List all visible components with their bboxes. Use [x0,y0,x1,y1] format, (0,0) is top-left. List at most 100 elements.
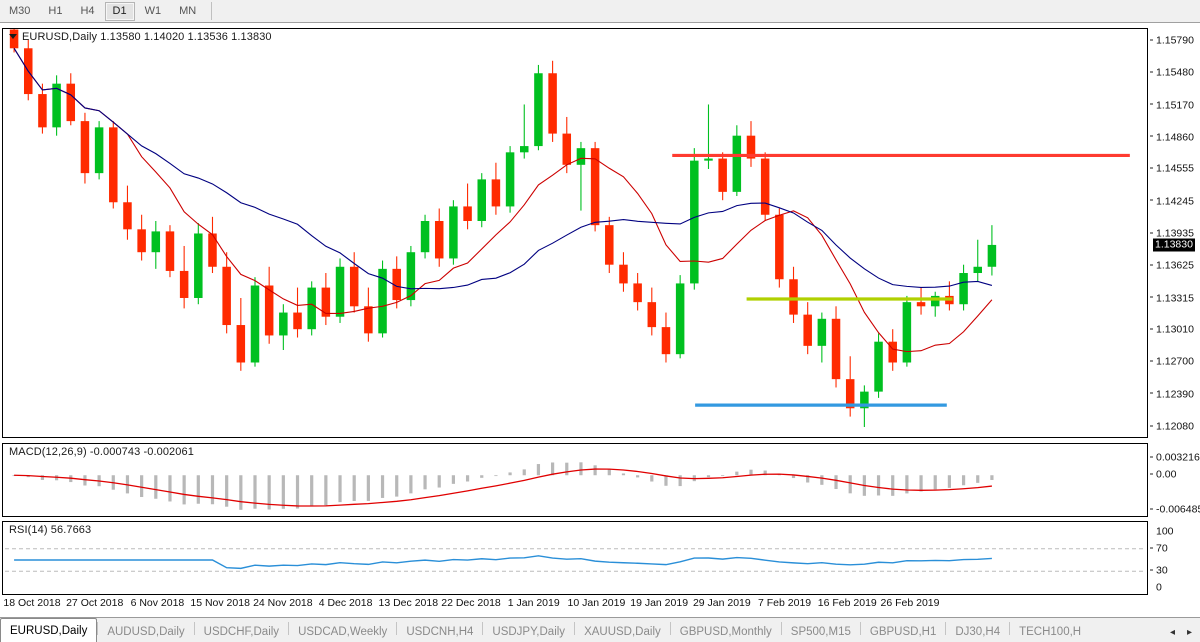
chart-tab-xauusd-daily[interactable]: XAUUSD,Daily [584,625,661,638]
tab-scroll-controls: ◂ ▸ [1164,628,1200,642]
chart-tab-usdcad-weekly[interactable]: USDCAD,Weekly [298,625,388,638]
macd-scale-tick-label: 0.00 [1156,468,1177,481]
macd-scale-tick: 0.003216 [1150,451,1200,464]
collapse-caret-icon[interactable] [9,33,17,39]
price-scale[interactable]: 1.15790 1.15480 1.15170 1.14860 1.14555 1.142… [1150,28,1200,438]
date-axis-label: 19 Jan 2019 [630,597,689,609]
price-scale-tick-label: 1.13935 [1156,227,1194,240]
date-axis[interactable]: 18 Oct 2018 27 Oct 2018 6 Nov 2018 15 Nov 2… [0,597,1200,616]
price-scale-tick: 1.15480 [1150,66,1194,79]
chart-tab-usdchf-daily[interactable]: USDCHF,Daily [203,625,280,638]
price-scale-tick-label: 1.13625 [1156,259,1194,272]
date-axis-label: 10 Jan 2019 [567,597,626,609]
macd-scale[interactable]: 0.003216 0.00 -0.006485 [1150,443,1200,517]
tab-separator [945,621,947,635]
tab-separator [1009,621,1011,635]
price-scale-tick-label: 1.12700 [1156,355,1194,368]
chart-tab-tech100-h[interactable]: TECH100,H [1019,625,1082,638]
chart-tab-usdjpy-daily[interactable]: USDJPY,Daily [492,625,566,638]
rsi-scale-tick: 100 [1150,525,1174,538]
timeframe-button-h1[interactable]: H1 [48,5,63,17]
chart-tab-bar: EURUSD,Daily AUDUSD,Daily USDCHF,Daily USDC… [0,617,1200,642]
macd-indicator-pane[interactable]: MACD(12,26,9) -0.000743 -0.002061 [2,443,1148,517]
tab-separator [574,621,576,635]
rsi-scale-tick-label: 70 [1156,542,1168,555]
price-scale-tick: 1.13315 [1150,293,1194,304]
price-pane-label-text: EURUSD,Daily 1.13580 1.14020 1.13536 1.1… [22,31,272,43]
price-scale-tick: 1.15790 [1150,34,1194,47]
tab-separator [780,621,782,635]
chart-tab-usdcnh-h4[interactable]: USDCNH,H4 [406,625,474,638]
timeframe-button-w1[interactable]: W1 [144,5,162,17]
price-scale-tick: 1.13625 [1150,259,1194,272]
price-scale-tick: 1.14245 [1150,196,1194,207]
price-chart-pane[interactable]: EURUSD,Daily 1.13580 1.14020 1.13536 1.1… [2,28,1148,438]
rsi-scale-tick-label: 100 [1156,525,1174,538]
date-axis-label: 27 Oct 2018 [66,597,124,609]
macd-scale-tick-label: 0.003216 [1156,451,1200,464]
timeframe-button-h4[interactable]: H4 [80,5,95,17]
price-scale-tick: 1.12080 [1150,420,1194,433]
price-scale-tick-label: 1.14245 [1156,195,1194,208]
date-axis-label: 16 Feb 2019 [817,597,877,609]
date-axis-label: 15 Nov 2018 [190,597,250,609]
price-scale-tick-label: 1.14860 [1156,131,1194,144]
tab-separator [288,621,290,635]
price-scale-tick-label: 1.12080 [1156,420,1194,433]
timeframe-toolbar: M30 H1 H4 D1 W1 MN [0,0,1200,23]
scroll-left-icon[interactable]: ◂ [1169,627,1175,638]
price-scale-tick-label: 1.15790 [1156,34,1194,47]
date-axis-label: 18 Oct 2018 [3,597,61,609]
date-axis-label: 1 Jan 2019 [507,597,560,609]
price-scale-tick-label: 1.12390 [1156,388,1194,401]
macd-pane-label: MACD(12,26,9) -0.000743 -0.002061 [9,446,194,458]
price-scale-tick: 1.15170 [1150,100,1194,111]
rsi-scale[interactable]: 100 70 30 0 [1150,521,1200,595]
price-chart-canvas [9,29,1147,427]
macd-scale-tick: -0.006485 [1150,503,1200,516]
price-scale-tick-label: 1.15170 [1156,99,1194,111]
tab-separator [97,621,99,635]
timeframe-button-m30[interactable]: M30 [9,5,31,17]
timeframe-button-mn[interactable]: MN [179,5,197,17]
price-scale-tick: 1.14860 [1150,132,1194,143]
price-scale-tick: 1.12390 [1150,389,1194,400]
price-scale-tick-label: 1.14555 [1156,162,1194,175]
chart-tab-gbpusd-monthly[interactable]: GBPUSD,Monthly [679,625,772,638]
rsi-scale-tick-label: 30 [1156,564,1168,577]
macd-scale-tick: 0.00 [1150,468,1177,481]
rsi-chart-canvas [5,548,1145,572]
chart-tab-dj30-h4[interactable]: DJ30,H4 [955,625,1001,638]
price-scale-tick: 1.13935 [1150,227,1194,240]
scroll-right-icon[interactable]: ▸ [1186,627,1192,638]
price-scale-tick-label: 1.15480 [1156,66,1194,79]
rsi-scale-tick-label: 0 [1156,581,1162,594]
date-axis-label: 6 Nov 2018 [130,597,185,609]
tab-separator [193,621,195,635]
timeframe-button-d1[interactable]: D1 [104,1,135,21]
date-axis-label: 7 Feb 2019 [757,597,812,609]
date-axis-label: 4 Dec 2018 [318,597,373,609]
rsi-scale-tick: 0 [1150,581,1162,594]
price-scale-tick: 1.14555 [1150,162,1194,175]
price-pane-label: EURUSD,Daily 1.13580 1.14020 1.13536 1.1… [9,31,272,43]
toolbar-separator [211,2,213,20]
rsi-indicator-pane[interactable]: RSI(14) 56.7663 [2,521,1148,595]
date-axis-label: 24 Nov 2018 [253,597,313,609]
date-axis-label: 22 Dec 2018 [441,597,501,609]
price-scale-tick-label: 1.13315 [1156,292,1194,304]
price-scale-tick: 1.13010 [1150,324,1194,336]
tab-separator [482,621,484,635]
tab-separator [859,621,861,635]
current-price-label: 1.13830 [1153,238,1195,252]
date-axis-label: 13 Dec 2018 [378,597,439,609]
chart-tab-sp500-m15[interactable]: SP500,M15 [790,625,851,638]
rsi-pane-label: RSI(14) 56.7663 [9,524,92,536]
chart-tab-eurusd-daily[interactable]: EURUSD,Daily [0,618,98,642]
macd-scale-tick-label: -0.006485 [1156,503,1200,516]
chart-tab-gbpusd-h1[interactable]: GBPUSD,H1 [869,625,937,638]
price-scale-tick: 1.12700 [1150,355,1194,368]
date-axis-label: 26 Feb 2019 [880,597,940,609]
chart-tab-audusd-daily[interactable]: AUDUSD,Daily [107,625,185,638]
